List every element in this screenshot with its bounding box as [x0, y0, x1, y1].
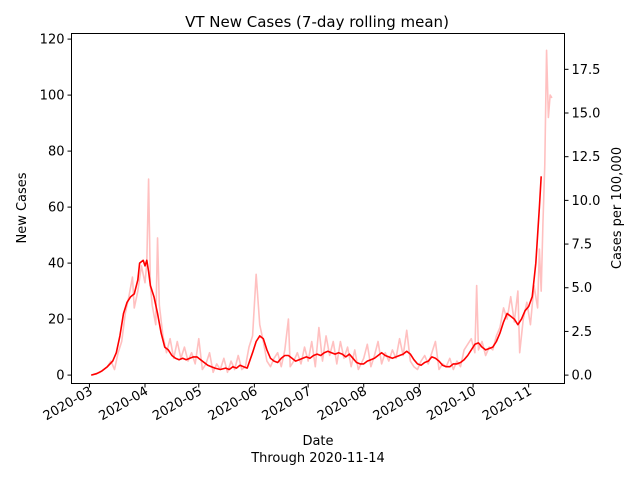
- x-axis-note: Through 2020-11-14: [250, 451, 385, 466]
- x-tick-label: 2020-09: [371, 384, 426, 424]
- rolling-mean-line: [91, 176, 542, 376]
- y-right-tick-label: 7.5: [572, 238, 593, 253]
- y-right-tick-label: 10.0: [572, 194, 601, 209]
- y-tick-label: 80: [48, 145, 65, 160]
- y-axis-title-right: Cases per 100,000: [610, 147, 625, 269]
- x-tick-label: 2020-03: [41, 384, 96, 424]
- x-axis: 2020-03 2020-04 2020-05 2020-06 2020-07 2020-…: [41, 383, 535, 424]
- x-tick-label: 2020-06: [206, 384, 261, 424]
- plot-area: [71, 33, 565, 384]
- y-right-tick-label: 2.5: [572, 325, 593, 340]
- y-tick-label: 40: [48, 257, 65, 272]
- x-tick-label: 2020-11: [480, 384, 535, 424]
- y-axis-right: 0.0 2.5 5.0 7.5 10.0 12.5 15.0 17.5: [564, 63, 601, 384]
- x-tick-label: 2020-07: [260, 384, 315, 424]
- y-axis-title-left: New Cases: [15, 172, 30, 243]
- y-tick-label: 20: [48, 313, 65, 328]
- x-tick-label: 2020-08: [315, 384, 370, 424]
- y-right-tick-label: 5.0: [572, 281, 593, 296]
- x-axis-title: Date: [302, 434, 333, 449]
- x-tick-label: 2020-05: [150, 384, 205, 424]
- x-tick-label: 2020-04: [96, 384, 151, 424]
- chart-title: VT New Cases (7-day rolling mean): [185, 13, 449, 31]
- y-axis-left: 0 20 40 60 80 100 120: [40, 33, 72, 384]
- y-right-tick-label: 0.0: [572, 369, 593, 384]
- y-tick-label: 120: [40, 33, 65, 48]
- plot-frame: [71, 33, 565, 384]
- y-right-tick-label: 15.0: [572, 107, 601, 122]
- y-tick-label: 100: [40, 89, 65, 104]
- x-tick-label: 2020-10: [425, 384, 480, 424]
- y-tick-label: 60: [48, 201, 65, 216]
- y-tick-label: 0: [56, 369, 64, 384]
- y-right-tick-label: 12.5: [572, 150, 601, 165]
- rolling-mean-series: [91, 176, 542, 376]
- y-right-tick-label: 17.5: [572, 63, 601, 78]
